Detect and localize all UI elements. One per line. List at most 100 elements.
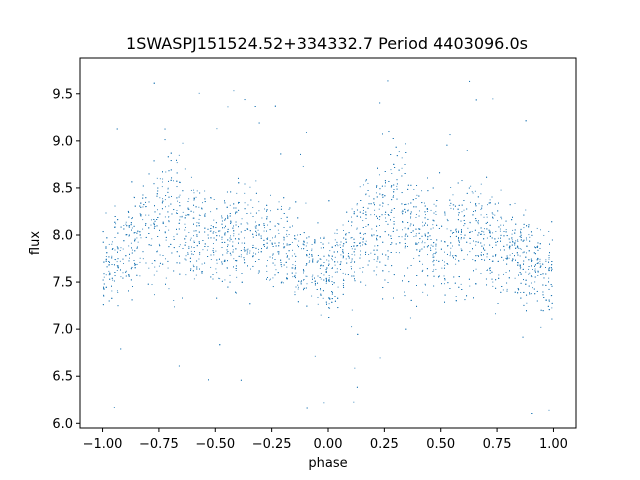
data-point: [390, 186, 392, 188]
data-point: [350, 261, 352, 263]
data-point: [444, 214, 446, 216]
data-point: [415, 242, 417, 244]
data-point: [531, 265, 532, 267]
data-point: [280, 208, 282, 210]
data-point: [500, 224, 502, 226]
data-point: [147, 283, 149, 285]
data-point: [384, 185, 386, 187]
data-point: [301, 248, 302, 250]
data-point: [128, 235, 130, 237]
data-point: [317, 303, 319, 305]
data-point: [412, 230, 414, 232]
data-point: [469, 251, 471, 253]
data-point: [519, 272, 521, 273]
data-point: [305, 265, 307, 266]
data-point: [435, 243, 437, 245]
data-point: [424, 211, 426, 213]
data-point: [387, 223, 389, 225]
data-point: [261, 248, 262, 250]
data-point: [133, 260, 135, 261]
data-point: [117, 232, 119, 234]
data-point: [294, 291, 296, 293]
data-point: [116, 128, 118, 130]
data-point: [109, 272, 111, 274]
data-point: [534, 265, 535, 267]
data-point: [227, 251, 229, 252]
data-point: [351, 221, 352, 223]
data-point: [129, 253, 130, 255]
data-point: [506, 290, 508, 292]
data-point: [533, 252, 535, 254]
data-point: [210, 225, 212, 227]
data-point: [185, 214, 187, 216]
data-point: [528, 266, 530, 267]
data-point: [230, 191, 232, 193]
data-point: [455, 255, 457, 257]
data-point: [241, 281, 243, 283]
data-point: [351, 258, 353, 260]
data-point: [362, 227, 364, 228]
data-point: [258, 122, 260, 124]
data-point: [435, 253, 437, 255]
data-point: [382, 133, 383, 135]
data-point: [487, 269, 488, 271]
data-point: [433, 264, 435, 266]
data-point: [371, 234, 373, 236]
data-point: [117, 219, 119, 221]
data-point: [230, 223, 232, 224]
data-point: [365, 284, 367, 286]
data-point: [328, 280, 330, 282]
data-point: [481, 205, 483, 207]
data-point: [266, 246, 268, 248]
data-point: [469, 221, 471, 223]
data-point: [375, 274, 377, 276]
data-point: [210, 230, 212, 232]
data-point: [230, 238, 232, 240]
data-point: [232, 241, 234, 243]
data-point: [306, 283, 308, 285]
data-point: [134, 197, 135, 199]
data-point: [422, 263, 423, 265]
data-point: [115, 259, 117, 261]
data-point: [447, 245, 448, 247]
data-point: [542, 264, 544, 266]
data-point: [159, 229, 160, 231]
data-point: [320, 314, 322, 316]
data-point: [334, 296, 336, 297]
data-point: [198, 206, 200, 208]
data-point: [294, 275, 296, 277]
data-point: [542, 294, 544, 296]
data-point: [114, 205, 116, 207]
data-point: [485, 278, 487, 280]
data-point: [391, 173, 393, 174]
data-point: [454, 205, 456, 207]
data-point: [359, 186, 361, 188]
data-point: [266, 238, 268, 240]
data-point: [181, 216, 183, 218]
data-point: [111, 241, 113, 243]
data-point: [178, 222, 180, 224]
data-point: [272, 277, 274, 279]
data-point: [537, 257, 539, 259]
data-point: [274, 264, 276, 266]
data-point: [468, 187, 470, 189]
data-point: [216, 208, 218, 210]
data-point: [515, 223, 517, 225]
data-point: [497, 210, 499, 212]
data-point: [154, 266, 156, 268]
data-point: [297, 244, 298, 246]
data-point: [102, 241, 104, 243]
data-point: [302, 243, 304, 245]
data-point: [381, 253, 383, 255]
data-point: [258, 201, 260, 203]
data-point: [473, 211, 474, 212]
data-point: [212, 250, 214, 251]
data-point: [167, 156, 169, 158]
data-point: [390, 252, 392, 253]
data-point: [240, 256, 242, 258]
data-point: [481, 207, 483, 209]
data-point: [407, 228, 409, 230]
data-point: [312, 278, 313, 280]
data-point: [393, 191, 395, 193]
data-point: [243, 248, 245, 250]
